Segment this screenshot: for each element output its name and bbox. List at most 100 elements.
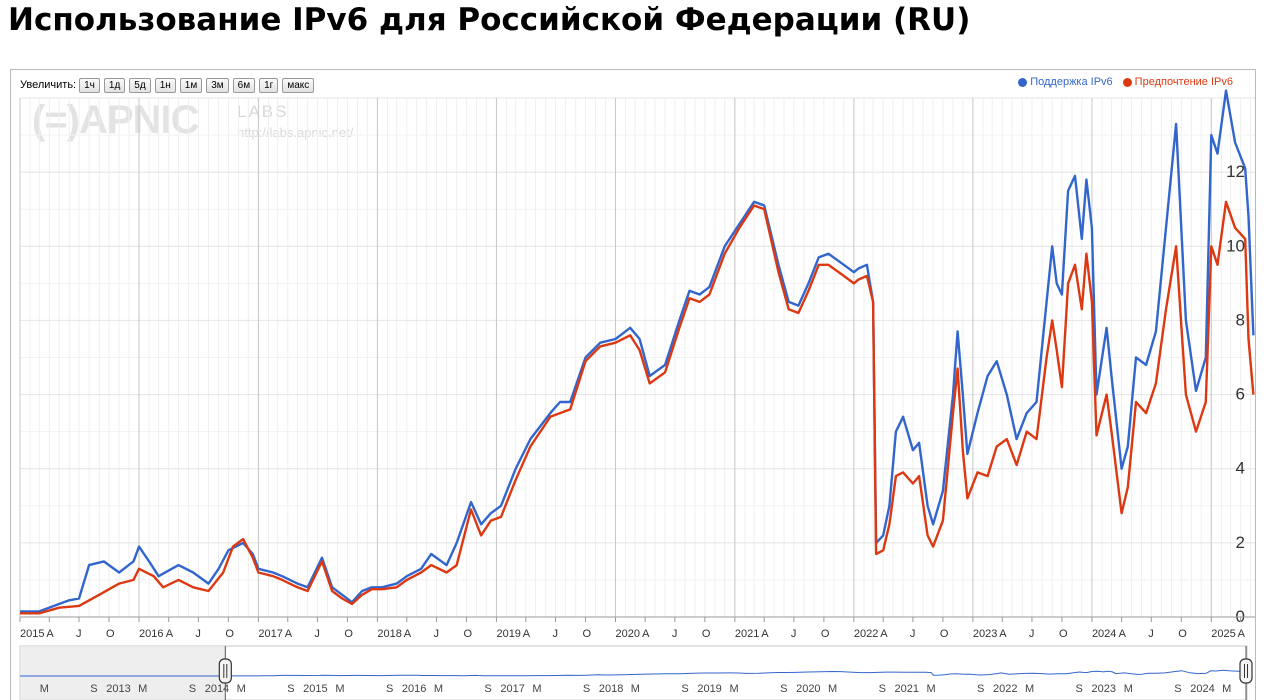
zoom-bar: Увеличить: 1ч 1д 5д 1н 1м 3м 6м 1г макс	[20, 77, 318, 93]
x-tick-label: A	[166, 628, 174, 640]
x-tick-label: A	[880, 628, 888, 640]
zoom-label: Увеличить:	[20, 79, 77, 91]
x-axis: 2015 A J O 2016 A J O 2017 A J O 2018 A J O 2019 A J O 2020 A…	[19, 616, 1255, 640]
navigator-label: M	[631, 683, 640, 695]
zoom-5d-button[interactable]: 5д	[129, 77, 151, 93]
range-navigator[interactable]: M S 2013 M S 2014 M S 2015 M S 2016 M S 2017 M S 2018 M S 20…	[19, 645, 1253, 700]
navigator-label: M	[828, 683, 837, 695]
y-tick-label: 10	[1226, 236, 1245, 255]
navigator-label: M	[926, 683, 935, 695]
navigator-label: M	[730, 683, 739, 695]
x-tick-label: A	[523, 628, 531, 640]
x-tick-label: O	[463, 628, 472, 640]
navigator-label: 2019	[697, 683, 721, 695]
navigator-label: 2020	[796, 683, 820, 695]
navigator-right-handle[interactable]	[1239, 646, 1253, 700]
x-tick-label: J	[1148, 628, 1154, 640]
zoom-1m-button[interactable]: 1м	[179, 77, 203, 93]
navigator-label: S	[189, 683, 196, 695]
navigator-label: 2015	[303, 683, 327, 695]
navigator-label: 2024	[1190, 683, 1214, 695]
y-tick-label: 6	[1236, 385, 1245, 404]
x-tick-label: 2021	[735, 628, 759, 640]
grid-layer	[19, 97, 1255, 618]
navigator-label: M	[138, 683, 147, 695]
x-tick-label: O	[940, 628, 949, 640]
navigator-label: S	[386, 683, 393, 695]
x-tick-label: J	[314, 628, 320, 640]
navigator-handle-grip[interactable]	[218, 658, 232, 684]
series-line-ipv6-capable	[20, 89, 1255, 613]
legend-item-ipv6-capable[interactable]: Поддержка IPv6	[1018, 76, 1113, 88]
navigator-left-handle[interactable]	[218, 646, 232, 700]
x-tick-label: 2019	[496, 628, 520, 640]
x-tick-label: A	[404, 628, 412, 640]
navigator-preview-line	[20, 669, 1246, 677]
navigator-handle-grip[interactable]	[1239, 658, 1253, 684]
x-tick-label: J	[672, 628, 678, 640]
x-tick-label: O	[1059, 628, 1068, 640]
x-tick-label: A	[285, 628, 293, 640]
page-title: Использование IPv6 для Российской Федера…	[8, 2, 971, 38]
y-tick-label: 8	[1236, 310, 1245, 329]
x-tick-label: A	[999, 628, 1007, 640]
x-tick-label: A	[46, 628, 54, 640]
x-tick-label: J	[791, 628, 797, 640]
navigator-label: S	[681, 683, 688, 695]
navigator-label: S	[977, 683, 984, 695]
x-tick-label: 2016	[139, 628, 163, 640]
x-tick-label: 2018	[377, 628, 401, 640]
chart-frame	[10, 69, 1256, 700]
x-tick-label: O	[582, 628, 591, 640]
x-tick-label: O	[106, 628, 115, 640]
navigator-label: 2017	[500, 683, 524, 695]
navigator-label: S	[1076, 683, 1083, 695]
x-tick-label: A	[1119, 628, 1127, 640]
navigator-label: M	[237, 683, 246, 695]
navigator-label: S	[780, 683, 787, 695]
legend-item-ipv6-preferred[interactable]: Предпочтение IPv6	[1122, 76, 1233, 88]
navigator-label: S	[583, 683, 590, 695]
navigator-label: 2013	[106, 683, 130, 695]
x-tick-label: O	[821, 628, 830, 640]
x-tick-label: 2015	[20, 628, 44, 640]
x-tick-label: 2025	[1211, 628, 1235, 640]
x-tick-label: O	[702, 628, 711, 640]
series-layer	[20, 89, 1255, 615]
navigator-label: S	[879, 683, 886, 695]
series-line-ipv6-preferred	[20, 200, 1255, 615]
navigator-label: 2022	[993, 683, 1017, 695]
zoom-1w-button[interactable]: 1н	[154, 77, 176, 93]
navigator-label: 2016	[402, 683, 426, 695]
navigator-label: M	[1222, 683, 1231, 695]
x-tick-label: 2022	[854, 628, 878, 640]
legend-dot-icon	[1018, 77, 1028, 87]
x-tick-label: J	[433, 628, 439, 640]
x-tick-label: J	[910, 628, 916, 640]
zoom-6m-button[interactable]: 6м	[232, 77, 256, 93]
y-axis: 024681012	[1226, 162, 1245, 626]
navigator-label: S	[1174, 683, 1181, 695]
y-tick-label: 2	[1236, 533, 1245, 552]
y-tick-label: 4	[1236, 459, 1245, 478]
navigator-label: S	[484, 683, 491, 695]
legend-dot-icon	[1122, 77, 1132, 87]
chart-legend: Поддержка IPv6 Предпочтение IPv6	[1008, 76, 1233, 88]
x-tick-label: 2020	[615, 628, 639, 640]
x-tick-label: 2017	[258, 628, 282, 640]
x-tick-label: A	[1238, 628, 1246, 640]
navigator-label: 2021	[895, 683, 919, 695]
zoom-max-button[interactable]: макс	[282, 77, 315, 93]
navigator-label: S	[287, 683, 294, 695]
x-tick-label: J	[1029, 628, 1035, 640]
navigator-label: S	[90, 683, 97, 695]
zoom-1d-button[interactable]: 1д	[103, 77, 126, 93]
zoom-1y-button[interactable]: 1г	[259, 77, 279, 93]
zoom-1h-button[interactable]: 1ч	[79, 77, 100, 93]
navigator-label: M	[1124, 683, 1133, 695]
navigator-label: M	[1025, 683, 1034, 695]
x-tick-label: 2023	[973, 628, 997, 640]
zoom-3m-button[interactable]: 3м	[206, 77, 229, 93]
navigator-label: M	[434, 683, 443, 695]
